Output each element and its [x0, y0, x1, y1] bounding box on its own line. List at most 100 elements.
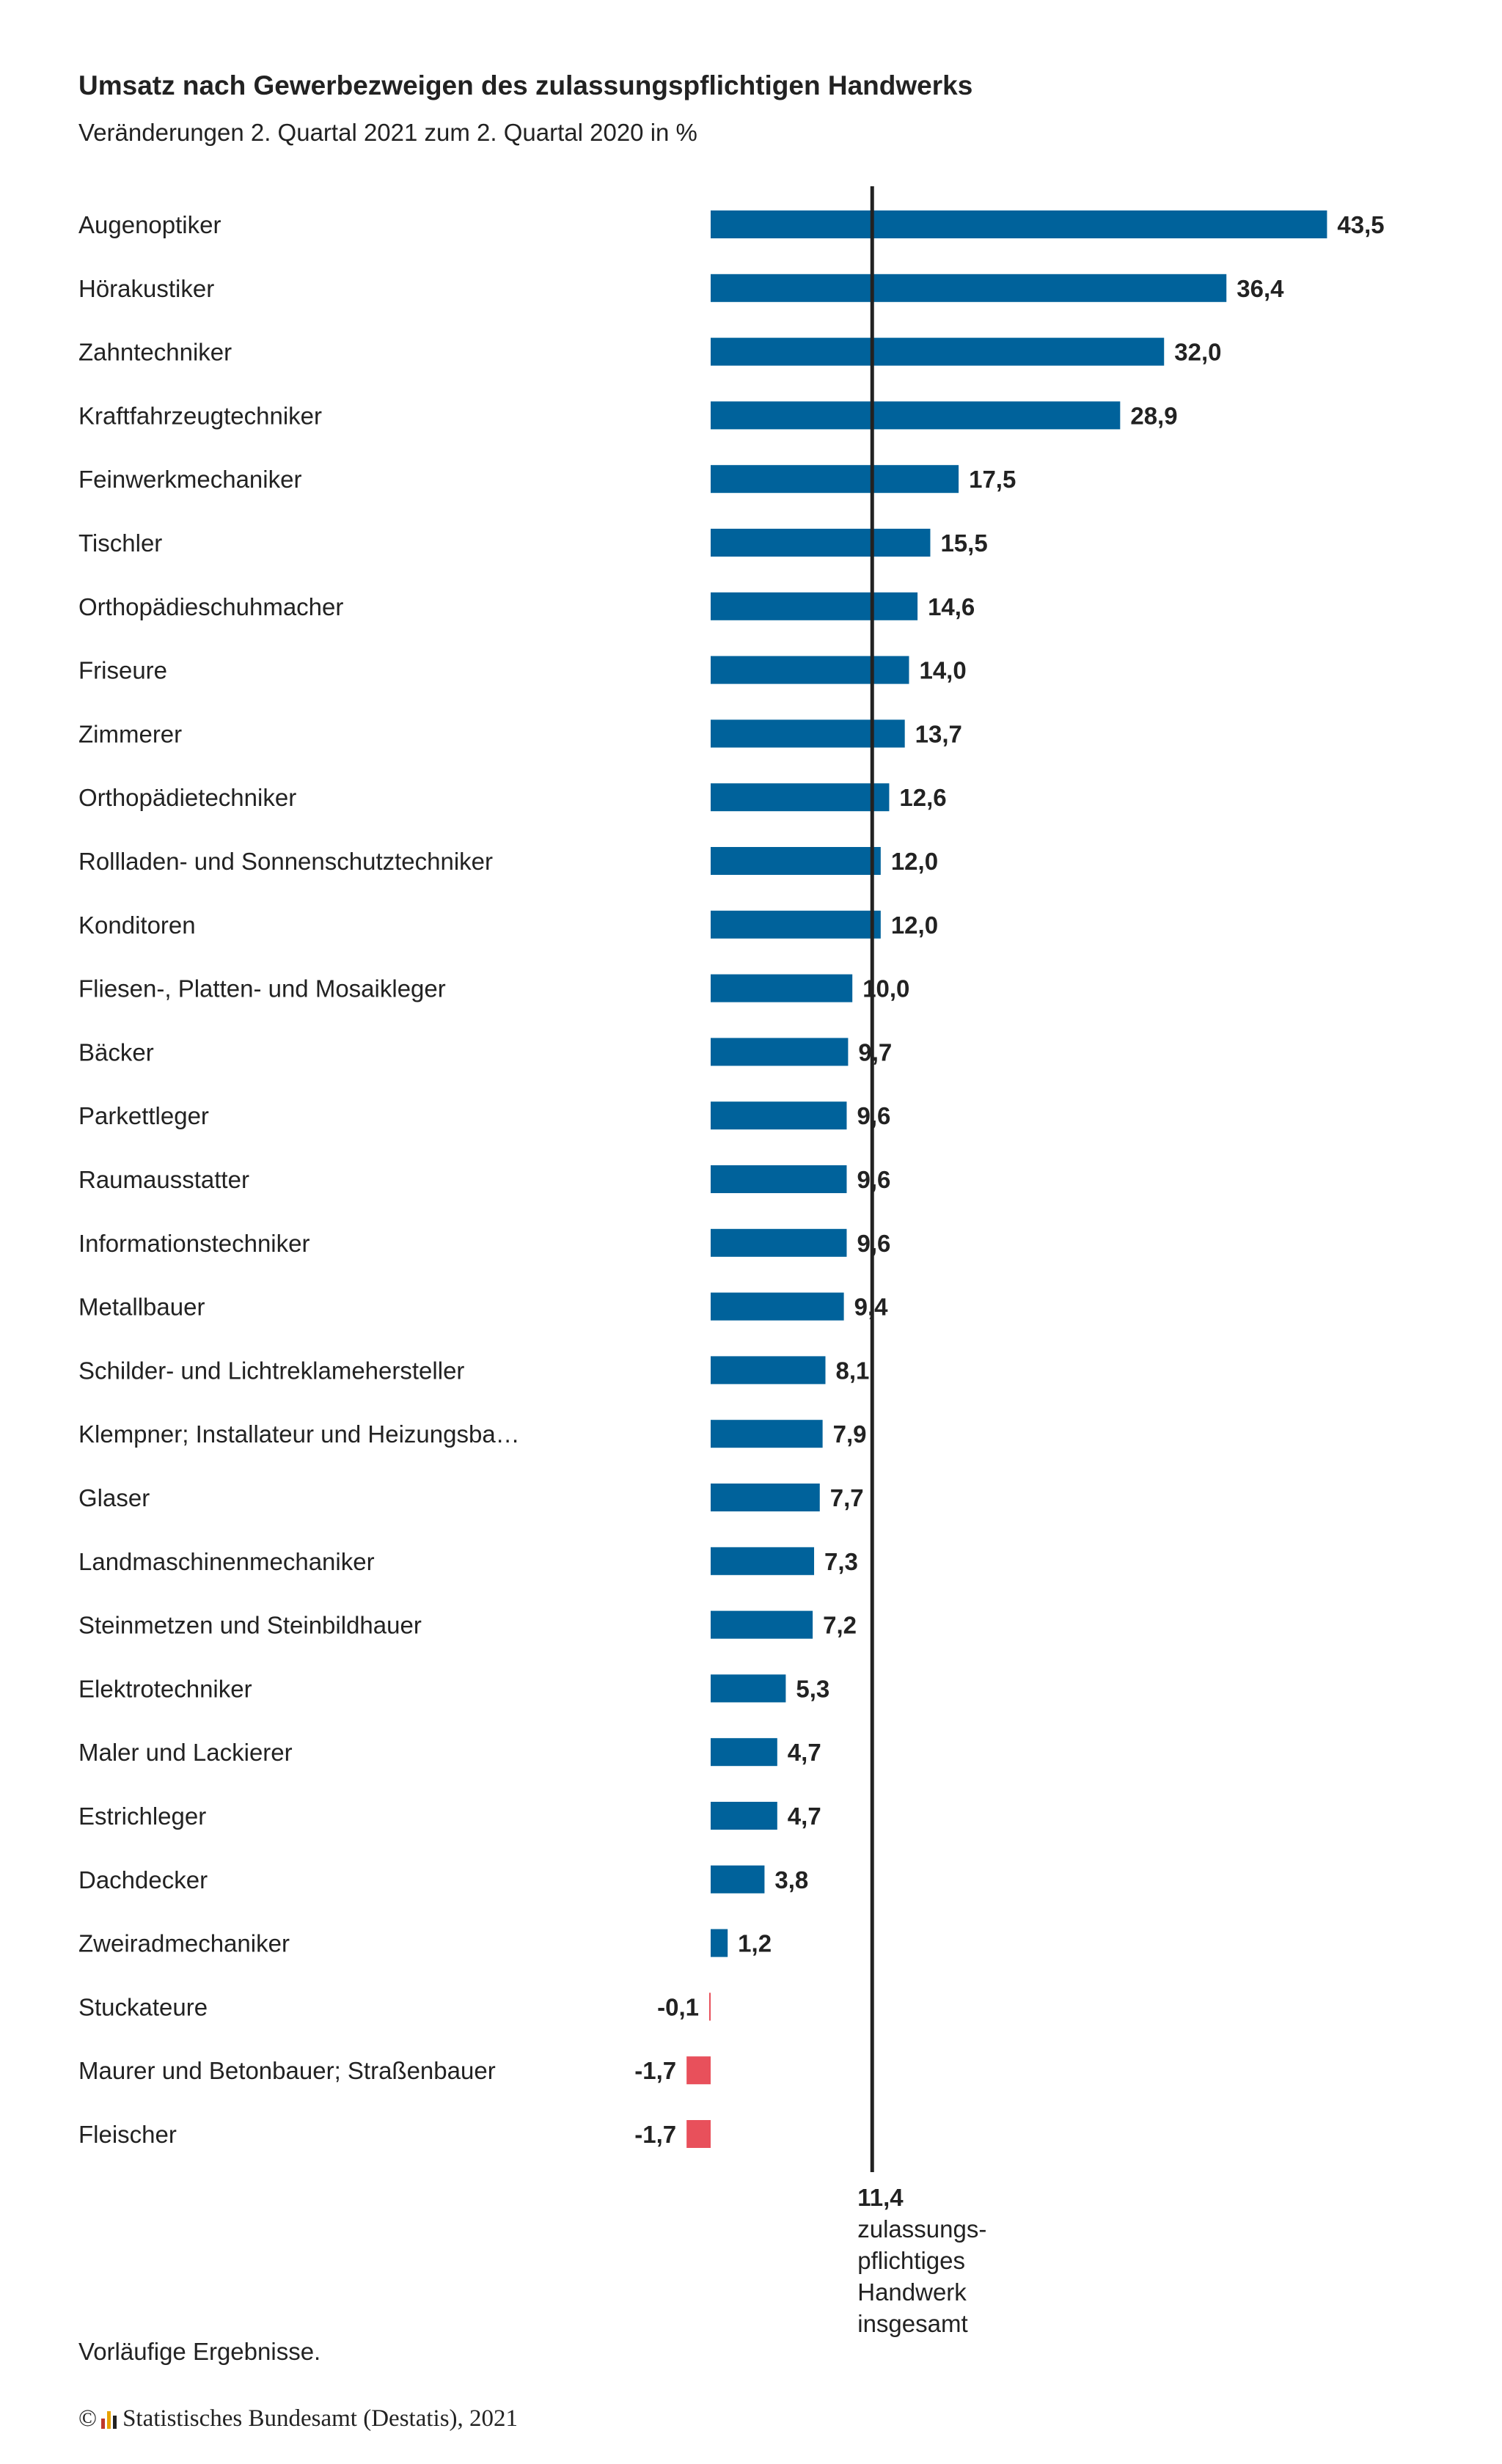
value-label: 7,7	[830, 1484, 864, 1511]
chart-title: Umsatz nach Gewerbezweigen des zulassung…	[78, 70, 973, 100]
reference-label-line: pflichtiges	[857, 2247, 965, 2274]
bar	[711, 465, 959, 494]
bar	[709, 1992, 711, 2021]
value-label: 7,3	[824, 1548, 858, 1575]
value-label: -0,1	[657, 1993, 699, 2020]
category-label: Metallbauer	[78, 1294, 205, 1321]
bar	[711, 1738, 777, 1767]
value-label: 17,5	[969, 466, 1016, 493]
bar-chart: Augenoptiker Hörakustiker Zahntechniker Kra…	[78, 186, 1385, 2337]
value-label: 7,2	[823, 1612, 857, 1639]
category-label: Estrichleger	[78, 1803, 206, 1830]
category-label: Schilder- und Lichtreklamehersteller	[78, 1357, 464, 1384]
bar	[711, 656, 909, 684]
value-label: 14,6	[928, 593, 975, 620]
category-label: Feinwerkmechaniker	[78, 466, 301, 493]
value-label: 9,6	[857, 1102, 890, 1129]
bar	[711, 1674, 786, 1703]
reference-label-line: zulassungs-	[857, 2215, 986, 2243]
category-label: Augenoptiker	[78, 211, 221, 238]
category-label: Raumausstatter	[78, 1166, 249, 1193]
logo-bar	[107, 2410, 111, 2429]
bar	[711, 1101, 847, 1130]
value-label: 13,7	[915, 720, 962, 747]
category-label: Glaser	[78, 1484, 150, 1511]
bar	[711, 1802, 777, 1830]
bar	[711, 1038, 849, 1066]
copyright: © Statistisches Bundesamt (Destatis), 20…	[78, 2405, 518, 2432]
bar	[711, 274, 1227, 302]
category-label: Maurer und Betonbauer; Straßenbauer	[78, 2057, 496, 2084]
category-label: Maler und Lackierer	[78, 1739, 293, 1766]
value-label: 9,7	[858, 1038, 892, 1066]
bar	[711, 847, 881, 875]
category-label: Orthopädietechniker	[78, 784, 296, 811]
category-label: Parkettleger	[78, 1102, 209, 1129]
value-label: -1,7	[634, 2121, 676, 2148]
bar	[711, 1484, 820, 1511]
value-label: 4,7	[788, 1803, 821, 1830]
bar	[711, 401, 1121, 430]
category-label: Stuckateure	[78, 1993, 208, 2020]
bar	[711, 210, 1327, 238]
bar	[711, 529, 931, 557]
value-label: 12,0	[891, 848, 938, 875]
category-label: Landmaschinenmechaniker	[78, 1548, 375, 1575]
value-label: 28,9	[1130, 402, 1177, 429]
value-label: 15,5	[940, 529, 987, 557]
value-label: 5,3	[796, 1675, 829, 1702]
category-label: Fliesen-, Platten- und Mosaikleger	[78, 975, 446, 1002]
bar	[711, 783, 890, 812]
copyright-symbol: ©	[78, 2405, 98, 2432]
bar	[711, 1228, 847, 1257]
value-label: 8,1	[835, 1357, 869, 1384]
category-label: Orthopädieschuhmacher	[78, 593, 343, 620]
category-label: Steinmetzen und Steinbildhauer	[78, 1612, 422, 1639]
category-label: Dachdecker	[78, 1866, 208, 1893]
footnote: Vorläufige Ergebnisse.	[78, 2338, 321, 2365]
bar	[711, 1292, 844, 1321]
bar	[711, 1547, 815, 1575]
value-label: 7,9	[833, 1420, 867, 1448]
value-label: 10,0	[862, 975, 909, 1002]
value-label: 9,4	[854, 1294, 889, 1321]
reference-value-label: 11,4	[857, 2184, 904, 2211]
category-label: Konditoren	[78, 912, 196, 939]
copyright-text: Statistisches Bundesamt (Destatis), 2021	[122, 2405, 519, 2432]
bar	[711, 974, 853, 1002]
bar	[711, 1165, 847, 1193]
chart-subtitle: Veränderungen 2. Quartal 2021 zum 2. Qua…	[78, 119, 697, 146]
category-label: Informationstechniker	[78, 1230, 309, 1257]
value-label: -1,7	[634, 2057, 676, 2084]
value-label: 12,0	[891, 912, 938, 939]
category-label: Tischler	[78, 529, 162, 557]
bar	[711, 1356, 826, 1385]
reference-label-line: insgesamt	[857, 2310, 967, 2337]
value-label: 12,6	[899, 784, 946, 811]
destatis-logo-icon	[101, 2410, 117, 2429]
bar	[711, 1929, 728, 1957]
bar	[711, 1610, 813, 1639]
value-label: 1,2	[738, 1930, 772, 1957]
category-label: Friseure	[78, 657, 167, 684]
category-label: Hörakustiker	[78, 275, 214, 302]
value-label: 9,6	[857, 1166, 890, 1193]
value-label: 32,0	[1174, 339, 1221, 366]
category-label: Fleischer	[78, 2121, 177, 2148]
category-label: Bäcker	[78, 1038, 154, 1066]
logo-bar	[101, 2418, 106, 2429]
category-label: Rollladen- und Sonnenschutztechniker	[78, 848, 493, 875]
bar	[686, 2120, 711, 2148]
value-label: 9,6	[857, 1230, 890, 1257]
bar	[711, 910, 881, 939]
bar	[686, 2056, 711, 2085]
bar	[711, 1420, 823, 1448]
value-label: 3,8	[774, 1866, 808, 1893]
bar	[711, 719, 905, 748]
value-label: 14,0	[919, 657, 966, 684]
bar	[711, 337, 1165, 366]
category-label: Kraftfahrzeugtechniker	[78, 402, 322, 429]
bar	[711, 592, 918, 620]
logo-bar	[113, 2415, 117, 2429]
reference-label-line: Handwerk	[857, 2278, 967, 2306]
